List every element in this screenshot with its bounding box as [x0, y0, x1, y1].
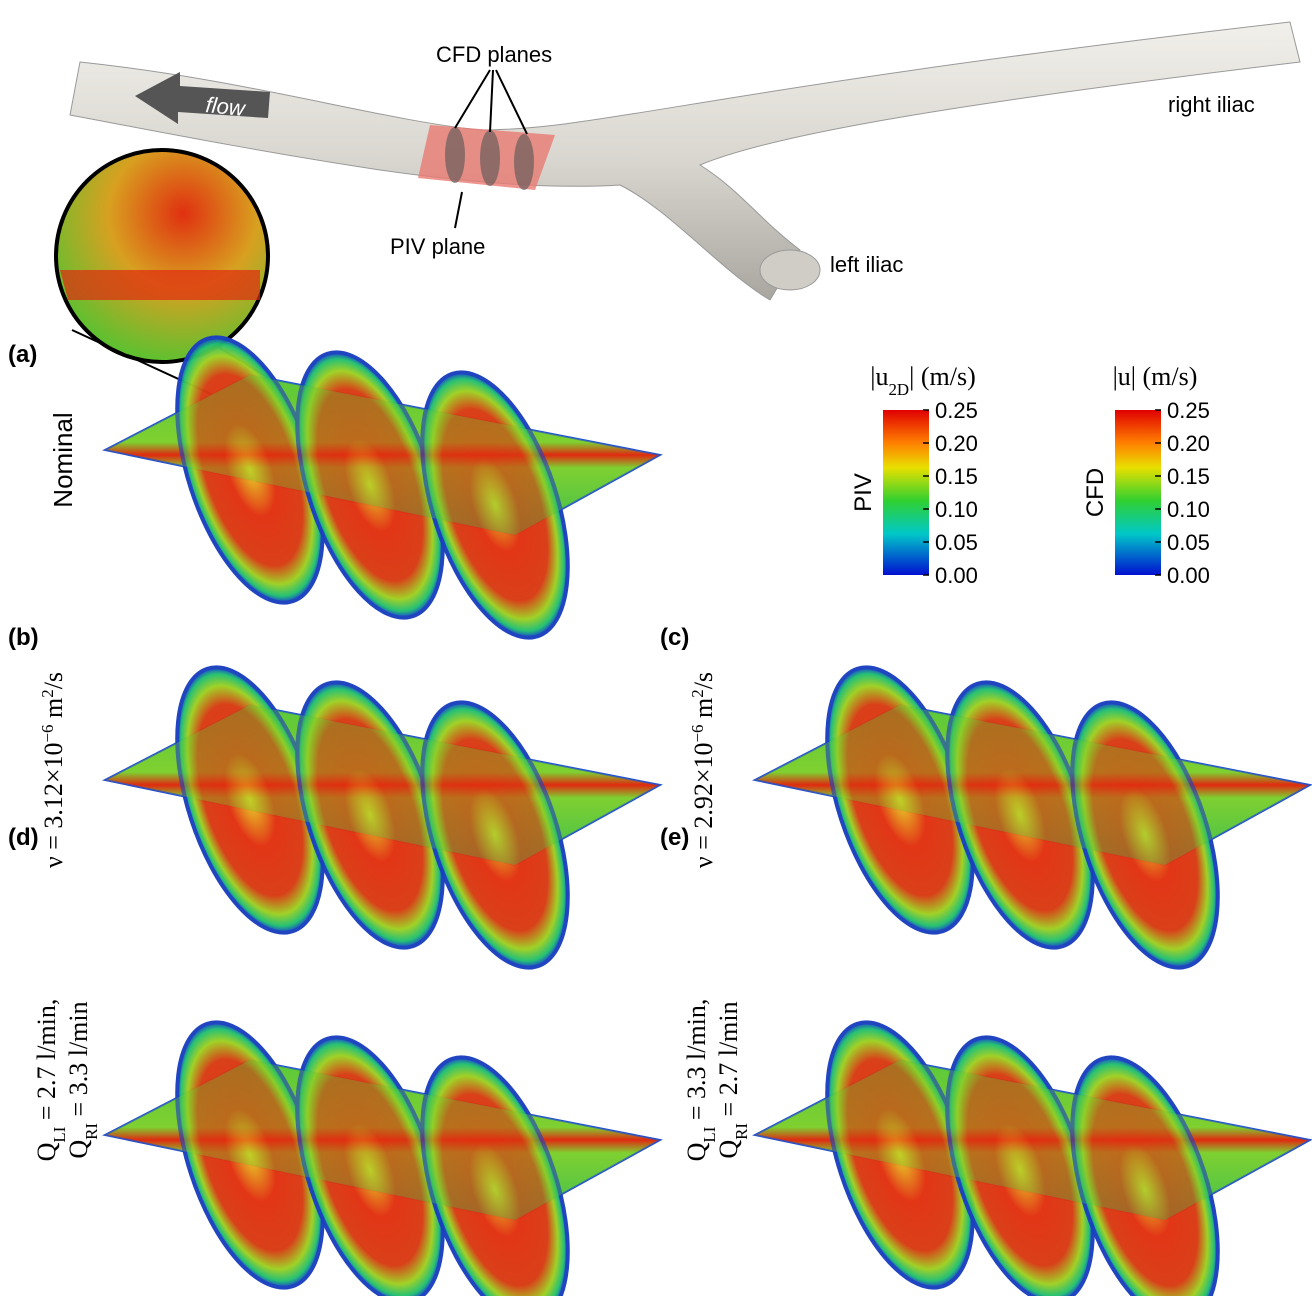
colorbar-tick-label: 0.25: [1167, 398, 1210, 423]
plane-visualization: [755, 1005, 1310, 1296]
text-part: /s: [689, 672, 718, 689]
flow-label: flow: [204, 92, 248, 121]
annotation: right iliac: [1168, 92, 1255, 117]
colorbar-tick-label: 0.00: [1167, 563, 1210, 588]
text-part: Nominal: [48, 412, 78, 507]
condition-label: QRI = 2.7 l/min: [714, 1001, 751, 1158]
colorbar-tick-label: 0.20: [1167, 431, 1210, 456]
annotation: left iliac: [830, 252, 903, 277]
page: {"vessel":{"annotations":{"cfd_planes":"…: [0, 0, 1312, 1296]
colorbar-tick-label: 0.10: [1167, 497, 1210, 522]
panel-label: (e): [660, 824, 689, 851]
text-part: Q: [64, 1140, 93, 1159]
condition-label: ν = 3.12×10−6 m2/s: [38, 672, 69, 868]
colorbar-title: |u2D| (m/s): [870, 362, 975, 399]
script-text: 2: [38, 689, 57, 697]
text-part: Q: [682, 1142, 711, 1161]
text-part: Q: [714, 1140, 743, 1159]
zoom-inset: [56, 150, 268, 362]
plane-visualization: [105, 320, 660, 656]
text-part: | (m/s): [909, 362, 976, 391]
condition-label: ν = 2.92×10−6 m2/s: [688, 672, 719, 868]
figure: flow CFD planes PIV plane right iliac le…: [0, 0, 1312, 1296]
plane-visualization: [755, 650, 1310, 986]
text-part: = 2.7 l/min: [714, 1001, 743, 1123]
text-part: = 3.3 l/min,: [682, 999, 711, 1127]
colorbar-tick-label: 0.05: [935, 530, 978, 555]
vessel-outlet: [760, 250, 820, 290]
panel-label: (d): [8, 824, 39, 851]
colorbar-tick-label: 0.15: [1167, 464, 1210, 489]
text-part: ν = 2.92×10: [689, 742, 718, 868]
condition-label: QRI = 3.3 l/min: [64, 1001, 101, 1158]
colorbar-label: CFD: [1082, 468, 1109, 517]
plane-visualization: [105, 1005, 660, 1296]
text-part: m: [689, 698, 718, 725]
script-text: 2D: [888, 380, 909, 399]
script-text: RI: [82, 1123, 101, 1140]
colorbar: [1115, 410, 1161, 575]
script-text: −6: [38, 724, 57, 742]
panel-label: (b): [8, 624, 39, 651]
colorbar-tick-label: 0.05: [1167, 530, 1210, 555]
cfd-plane: [480, 130, 500, 186]
colorbar: [883, 410, 929, 575]
annotation: CFD planes: [436, 42, 552, 67]
text-part: ν = 3.12×10: [39, 742, 68, 868]
colorbar-tick-label: 0.25: [935, 398, 978, 423]
colorbar-tick-label: 0.10: [935, 497, 978, 522]
text-part: |u| (m/s): [1113, 362, 1198, 391]
panel-label: (a): [8, 341, 37, 368]
zoom-stripe: [60, 270, 260, 300]
colorbar-label: PIV: [850, 473, 877, 512]
cfd-plane: [445, 127, 465, 183]
text-part: Q: [32, 1142, 61, 1161]
script-text: −6: [688, 724, 707, 742]
colorbar-title: |u| (m/s): [1113, 362, 1198, 391]
text-part: = 3.3 l/min: [64, 1001, 93, 1123]
text-part: /s: [39, 672, 68, 689]
colorbar-tick-label: 0.00: [935, 563, 978, 588]
plane-visualization: [105, 650, 660, 986]
script-text: 2: [688, 689, 707, 697]
text-part: |u: [870, 362, 888, 391]
text-part: = 2.7 l/min,: [32, 999, 61, 1127]
script-text: RI: [732, 1123, 751, 1140]
text-part: m: [39, 698, 68, 725]
annotation: PIV plane: [390, 234, 485, 259]
cfd-plane: [514, 134, 534, 190]
panel-label: (c): [660, 624, 689, 651]
colorbar-tick-label: 0.20: [935, 431, 978, 456]
colorbar-tick-label: 0.15: [935, 464, 978, 489]
condition-label: Nominal: [48, 412, 78, 507]
